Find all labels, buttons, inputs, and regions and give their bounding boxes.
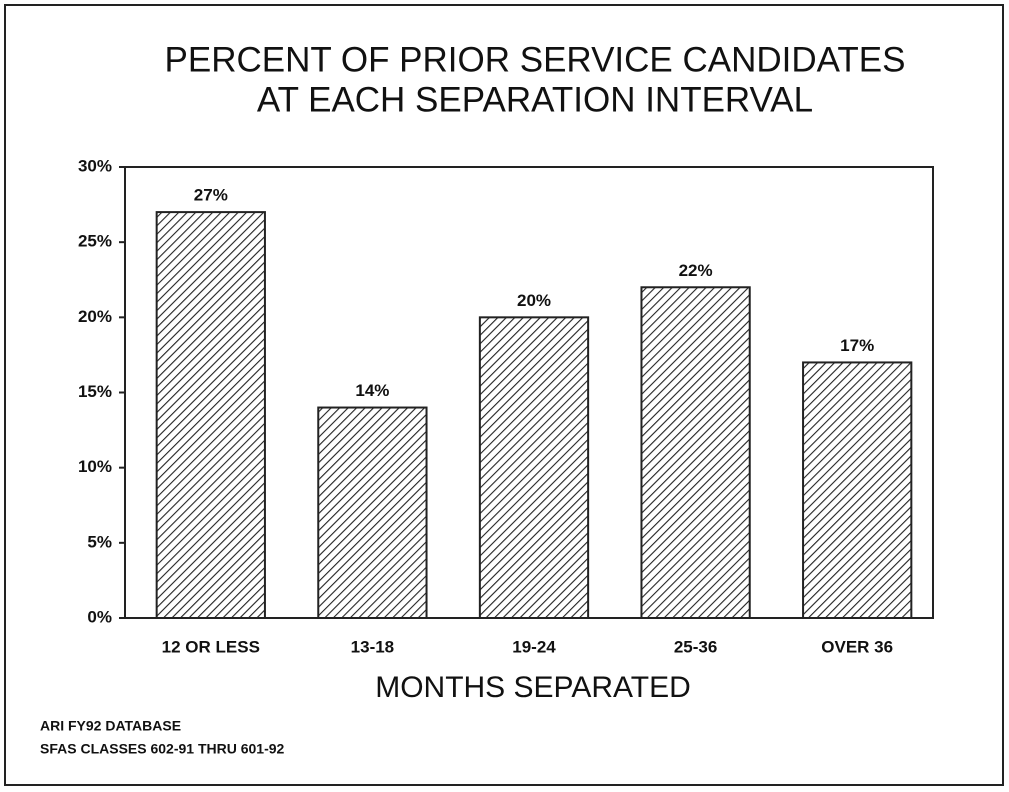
y-tick-label: 25% <box>78 232 112 251</box>
y-tick-label: 10% <box>78 457 112 476</box>
chart-title: PERCENT OF PRIOR SERVICE CANDIDATES <box>165 40 906 79</box>
data-label: 22% <box>679 261 713 280</box>
bar <box>478 316 590 619</box>
y-tick-label: 0% <box>87 607 112 626</box>
bar <box>155 211 266 619</box>
x-tick-label: 25-36 <box>674 637 717 656</box>
y-tick-label: 15% <box>78 382 112 401</box>
bar <box>640 286 751 619</box>
note: ARI FY92 DATABASE <box>40 718 181 734</box>
x-axis-label: MONTHS SEPARATED <box>375 671 691 704</box>
data-label: 20% <box>517 291 551 310</box>
y-tick-label: 5% <box>87 532 112 551</box>
data-label: 27% <box>194 186 228 205</box>
x-tick-label: 12 OR LESS <box>162 637 260 656</box>
bar <box>802 361 913 619</box>
y-tick-label: 30% <box>78 156 112 175</box>
x-tick-label: OVER 36 <box>821 637 893 656</box>
note: SFAS CLASSES 602-91 THRU 601-92 <box>40 741 285 757</box>
bar <box>317 406 428 619</box>
y-tick-label: 20% <box>78 307 112 326</box>
frame <box>4 4 1004 786</box>
x-tick-label: 19-24 <box>512 637 556 656</box>
x-tick-label: 13-18 <box>351 637 394 656</box>
chart-title: AT EACH SEPARATION INTERVAL <box>257 80 813 119</box>
data-label: 14% <box>355 381 389 400</box>
data-label: 17% <box>840 336 874 355</box>
